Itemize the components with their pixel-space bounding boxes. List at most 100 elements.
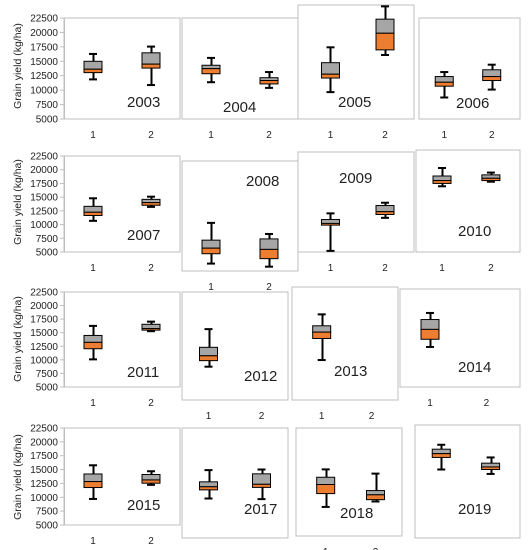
y-tick-label: 15000 xyxy=(30,193,58,204)
box-lower-quartile xyxy=(375,211,395,215)
year-label: 2008 xyxy=(246,173,279,190)
box-upper-quartile xyxy=(83,334,103,343)
year-label: 2012 xyxy=(244,368,277,385)
box-lower-quartile xyxy=(320,73,340,79)
x-tick-label: 2 xyxy=(148,536,154,547)
y-tick-label: 7500 xyxy=(36,234,59,245)
box-lower-quartile xyxy=(316,484,336,495)
y-tick-label: 22500 xyxy=(30,14,58,25)
y-tick-label: 17500 xyxy=(30,42,58,53)
y-tick-label: 15000 xyxy=(30,328,58,339)
panel-2013: 1 2 2013 xyxy=(291,286,399,422)
box-lower-quartile xyxy=(312,331,332,339)
y-tick-label: 17500 xyxy=(30,315,58,326)
x-tick-label: 2 xyxy=(148,130,154,141)
panel-2015: 1 2 2015 5000 7500 10000 12500 15000 17500 20000 2… xyxy=(30,424,181,547)
panel-2018: 1 2 2018 xyxy=(295,427,403,550)
box-lower-quartile xyxy=(481,177,501,182)
box-upper-quartile xyxy=(141,474,161,481)
panel-2006: 1 2 2006 xyxy=(418,17,521,141)
box-upper-quartile xyxy=(201,64,221,70)
box-upper-quartile xyxy=(320,219,340,224)
year-label: 2019 xyxy=(458,501,491,518)
box-lower-quartile xyxy=(482,76,502,82)
x-tick-label: 2 xyxy=(148,263,154,274)
y-tick-label: 7500 xyxy=(36,369,59,380)
y-tick-label: 20000 xyxy=(30,301,58,312)
x-tick-label: 2 xyxy=(484,398,490,409)
box-upper-quartile xyxy=(201,239,221,249)
box-lower-quartile xyxy=(252,483,271,488)
year-label: 2018 xyxy=(340,505,373,522)
x-tick-label: 1 xyxy=(427,398,433,409)
box-lower-quartile xyxy=(141,202,161,206)
panel-2007: 1 2 2007 5000 7500 10000 12500 15000 17500 20000 2… xyxy=(30,152,181,274)
box-upper-quartile xyxy=(375,205,395,213)
x-tick-label: 1 xyxy=(208,130,214,141)
panel-frame xyxy=(181,427,289,539)
box-upper-quartile xyxy=(141,323,161,330)
year-label: 2005 xyxy=(338,94,371,111)
y-tick-label: 10000 xyxy=(30,493,58,504)
box-upper-quartile xyxy=(482,69,502,78)
panel-2008: 1 2 2008 xyxy=(181,160,299,293)
x-tick-label: 1 xyxy=(328,263,334,274)
panel-2012: 1 2 2012 xyxy=(181,291,289,422)
panel-2009: 1 2 2009 xyxy=(297,151,415,274)
x-tick-label: 2 xyxy=(488,263,494,274)
panel-2005: 1 2 2005 xyxy=(297,4,415,141)
panel-frame xyxy=(63,427,181,526)
y-tick-label: 10000 xyxy=(30,220,58,231)
box-lower-quartile xyxy=(201,68,221,75)
panel-frame xyxy=(181,160,299,272)
box-lower-quartile xyxy=(199,355,218,362)
panel-frame xyxy=(297,4,415,120)
panel-frame xyxy=(63,291,181,388)
box-upper-quartile xyxy=(259,238,279,250)
box-lower-quartile xyxy=(201,247,221,255)
box-lower-quartile xyxy=(432,180,452,184)
y-tick-label: 20000 xyxy=(30,165,58,176)
panel-2003: 1 2 2003 5000 7500 10000 12500 15000 17500 20000 2… xyxy=(30,14,181,141)
y-tick-label: 22500 xyxy=(30,424,58,435)
x-tick-label: 2 xyxy=(369,411,375,422)
year-label: 2006 xyxy=(456,95,489,112)
panel-frame xyxy=(399,288,521,388)
x-tick-label: 1 xyxy=(328,130,334,141)
x-tick-label: 2 xyxy=(489,130,495,141)
y-tick-label: 22500 xyxy=(30,152,58,163)
panel-2004: 1 2 2004 xyxy=(181,17,299,141)
box-lower-quartile xyxy=(141,63,161,69)
x-tick-label: 1 xyxy=(441,130,447,141)
y-tick-label: 15000 xyxy=(30,465,58,476)
y-tick-label: 5000 xyxy=(36,248,59,259)
box-lower-quartile xyxy=(259,80,279,85)
box-lower-quartile xyxy=(83,211,103,216)
box-lower-quartile xyxy=(320,222,340,226)
y-tick-label: 20000 xyxy=(30,28,58,39)
box-upper-quartile xyxy=(199,481,218,488)
panel-frame xyxy=(415,149,521,253)
panel-2019: 122019 xyxy=(414,424,521,550)
box-upper-quartile xyxy=(83,473,103,483)
x-tick-label: 1 xyxy=(90,398,96,409)
year-label: 2009 xyxy=(339,170,372,187)
box-upper-quartile xyxy=(141,52,161,65)
y-tick-label: 17500 xyxy=(30,179,58,190)
x-tick-label: 2 xyxy=(259,411,265,422)
panel-2014: 1 2 2014 xyxy=(399,288,521,409)
y-tick-label: 12500 xyxy=(30,206,58,217)
panel-frame xyxy=(297,151,415,253)
panel-frame xyxy=(181,291,289,401)
box-lower-quartile xyxy=(375,32,395,51)
year-label: 2010 xyxy=(458,223,491,240)
year-label: 2015 xyxy=(127,497,160,514)
y-tick-label: 15000 xyxy=(30,57,58,68)
box-lower-quartile xyxy=(434,81,454,87)
box-upper-quartile xyxy=(316,476,336,486)
box-upper-quartile xyxy=(312,325,332,333)
box-upper-quartile xyxy=(83,205,103,213)
y-axis-title-row-2: Grain yield (kg/ha) xyxy=(12,159,24,245)
panel-2011: 1 2 2011 5000 7500 10000 12500 15000 17500 20000 2… xyxy=(30,288,181,409)
box-upper-quartile xyxy=(431,448,451,455)
